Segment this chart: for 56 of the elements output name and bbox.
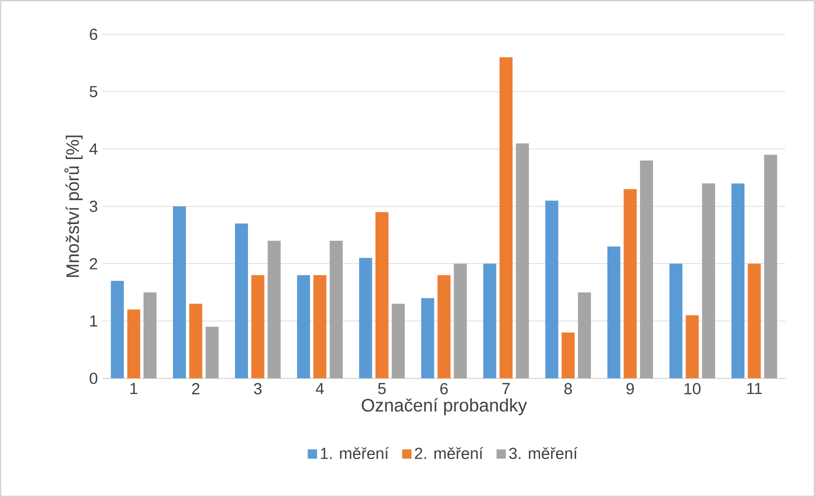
bar xyxy=(702,183,716,378)
legend-label: 3. měření xyxy=(509,447,578,460)
y-tick-label: 6 xyxy=(90,28,98,40)
bar xyxy=(764,154,778,378)
x-tick-label: 7 xyxy=(502,383,510,394)
x-tick-label: 8 xyxy=(564,383,572,394)
bar xyxy=(189,304,202,378)
bar xyxy=(500,57,513,378)
bar xyxy=(454,264,467,378)
bar xyxy=(640,160,654,378)
bar xyxy=(545,200,558,378)
bar xyxy=(268,240,281,378)
y-tick-label: 2 xyxy=(90,258,98,270)
bar xyxy=(206,326,219,378)
x-tick-label: 3 xyxy=(254,383,262,394)
bar xyxy=(313,275,326,378)
legend-label: 1. měření xyxy=(320,447,389,460)
bar xyxy=(607,246,620,378)
y-axis-title: Množství pórů [%] xyxy=(64,136,83,277)
bar xyxy=(375,212,388,378)
x-tick-label: 4 xyxy=(316,383,324,394)
bar xyxy=(297,275,310,378)
bar xyxy=(669,264,682,378)
bar xyxy=(562,332,575,378)
bar xyxy=(483,264,496,378)
x-tick-label: 2 xyxy=(192,383,200,394)
x-tick-label: 5 xyxy=(378,383,386,394)
bar xyxy=(686,315,699,378)
bar xyxy=(748,264,761,378)
y-tick-label: 5 xyxy=(90,86,98,98)
bar xyxy=(578,292,591,378)
bar xyxy=(251,275,264,378)
y-tick-label: 4 xyxy=(89,144,98,155)
bar xyxy=(731,183,744,378)
x-tick-label: 9 xyxy=(626,383,634,394)
bar xyxy=(110,280,124,378)
x-tick-label: 10 xyxy=(684,383,701,394)
bar xyxy=(624,189,637,378)
bar xyxy=(172,206,186,378)
bar xyxy=(438,275,451,378)
legend-label: 2. měření xyxy=(414,447,484,460)
x-tick-label: 1 xyxy=(130,383,138,394)
x-tick-label: 6 xyxy=(440,383,448,394)
bar xyxy=(392,304,405,378)
y-tick-label: 1 xyxy=(90,316,98,327)
x-tick-label: 11 xyxy=(747,383,762,394)
bar xyxy=(234,224,248,378)
y-tick-label: 0 xyxy=(90,372,98,384)
y-tick-label: 3 xyxy=(90,200,98,212)
bar xyxy=(516,143,529,378)
bar xyxy=(359,258,372,378)
x-axis-title: Označení probandky xyxy=(362,398,527,416)
bar xyxy=(144,292,157,378)
bar xyxy=(127,310,140,378)
bar xyxy=(421,298,434,378)
bar xyxy=(330,240,343,378)
